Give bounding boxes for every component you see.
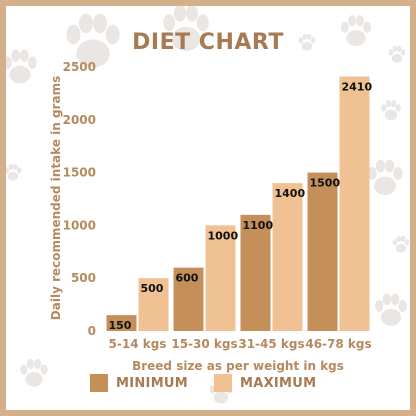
bar-value-label: 1400: [275, 187, 306, 200]
bar-minimum: [106, 315, 137, 331]
bar-value-label: 600: [176, 272, 199, 285]
legend-label-minimum: MINIMUM: [116, 375, 189, 391]
x-tick-label: 5-14 kgs: [109, 337, 167, 351]
y-tick-label: 1000: [63, 218, 96, 232]
y-tick-label: 2500: [63, 60, 96, 74]
x-axis-label: Breed size as per weight in kgs: [132, 359, 344, 373]
paw-print-icon: [367, 159, 403, 196]
bar-value-label: 2410: [342, 81, 373, 94]
paw-print-icon: [392, 235, 410, 253]
x-tick-label: 15-30 kgs: [171, 337, 237, 351]
bar-value-label: 500: [141, 282, 164, 295]
legend-item-minimum: MINIMUM: [90, 374, 188, 392]
y-tick-labels: 0 500 1000 1500 2000 2500: [63, 60, 96, 338]
y-tick-label: 1500: [63, 166, 96, 180]
bar-minimum: [240, 214, 271, 331]
paw-print-icon: [6, 49, 37, 84]
bar-minimum: [173, 267, 204, 331]
bar-value-label: 1100: [243, 219, 274, 232]
paw-print-icon: [6, 163, 22, 181]
y-tick-label: 500: [71, 271, 96, 285]
bars: 150 500 600 1000 1100 1400 1500 2410: [106, 76, 373, 332]
paw-print-icon: [298, 33, 316, 51]
paw-print-icon: [340, 15, 372, 46]
y-tick-label: 0: [88, 324, 96, 338]
x-tick-label: 31-45 kgs: [238, 337, 304, 351]
x-tick-labels: 5-14 kgs 15-30 kgs 31-45 kgs 46-78 kgs: [109, 337, 372, 351]
paw-print-icon: [388, 45, 406, 63]
legend-swatch-minimum: [90, 374, 108, 392]
bar-maximum: [339, 76, 370, 331]
x-tick-label: 46-78 kgs: [305, 337, 371, 351]
bar-maximum: [138, 278, 169, 331]
bar-minimum: [307, 172, 338, 331]
bar-value-label: 150: [109, 319, 132, 332]
legend-item-maximum: MAXIMUM: [214, 374, 316, 392]
paw-print-icon: [163, 6, 209, 51]
legend: MINIMUM MAXIMUM: [0, 374, 416, 394]
y-tick-label: 2000: [63, 113, 96, 127]
bar-maximum: [205, 225, 236, 331]
chart-title: DIET CHART: [132, 30, 284, 55]
y-axis-label: Daily recommended intake in grams: [49, 76, 63, 320]
legend-swatch-maximum: [214, 374, 232, 392]
bar-value-label: 1500: [310, 177, 341, 190]
paw-print-icon: [375, 293, 407, 326]
paw-print-icon: [20, 358, 48, 387]
bar-maximum: [272, 183, 303, 331]
bar-value-label: 1000: [208, 229, 239, 242]
paw-print-icon: [381, 100, 401, 121]
paw-print-icon: [66, 13, 120, 68]
legend-label-maximum: MAXIMUM: [240, 375, 317, 391]
